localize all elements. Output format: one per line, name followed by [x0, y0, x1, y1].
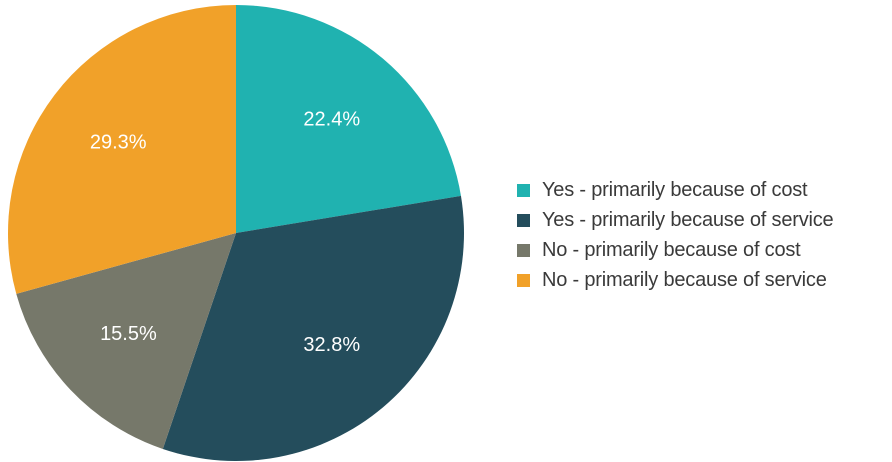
slice-value-label: 29.3% — [90, 132, 147, 154]
legend-item: Yes - primarily because of service — [517, 205, 834, 235]
slice-value-label: 32.8% — [303, 334, 360, 356]
legend-swatch — [517, 213, 530, 227]
legend-label: Yes - primarily because of cost — [542, 178, 808, 201]
pie-slice-1 — [162, 195, 464, 461]
pie-slice-2 — [16, 233, 237, 449]
legend-swatch — [517, 183, 530, 197]
legend-item: No - primarily because of cost — [517, 235, 833, 265]
legend-swatch — [517, 243, 530, 257]
legend-label: No - primarily because of service — [542, 268, 827, 291]
legend-swatch — [517, 273, 530, 287]
legend-label: No - primarily because of cost — [542, 238, 801, 261]
legend-item: Yes - primarily because of cost — [517, 175, 833, 205]
chart-legend: Yes - primarily because of cost Yes - pri… — [517, 175, 834, 295]
slice-value-label: 22.4% — [303, 108, 360, 130]
legend-item: No - primarily because of service — [517, 265, 833, 295]
slice-value-label: 15.5% — [100, 323, 157, 345]
legend-label: Yes - primarily because of service — [542, 208, 834, 231]
pie-slice-3 — [7, 5, 236, 294]
pie-slice-labels: 22.4% 32.8% 15.5% 29.3% — [90, 108, 360, 356]
pie-slice-0 — [236, 5, 461, 233]
pie-slices — [7, 5, 464, 461]
